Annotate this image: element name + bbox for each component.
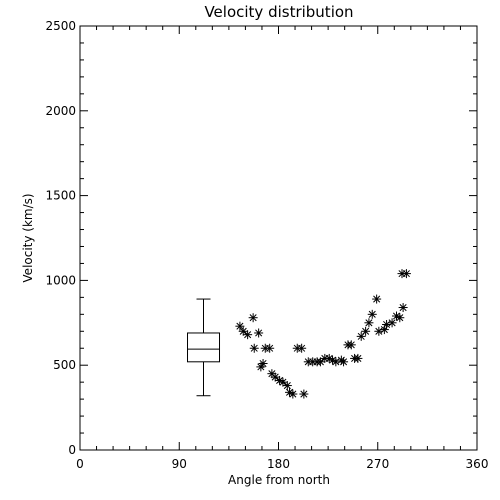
data-point [339,357,349,367]
data-point [367,309,377,319]
x-tick-label: 90 [172,457,187,471]
x-tick-label: 270 [366,457,389,471]
data-point [258,359,268,369]
data-point [353,353,363,363]
data-point [297,343,307,353]
data-point [282,381,292,391]
data-point [364,318,374,328]
x-tick-label: 360 [466,457,489,471]
data-point [372,294,382,304]
y-tick-label: 500 [53,358,76,372]
data-point [315,357,325,367]
data-point [243,330,253,340]
data-point [361,326,371,336]
y-tick-label: 2500 [45,19,76,33]
x-axis-label: Angle from north [228,473,330,487]
y-axis-label: Velocity (km/s) [21,193,35,282]
plot-frame [79,25,478,451]
data-point [235,321,245,331]
data-point [254,328,264,338]
data-point [265,343,275,353]
x-tick-label: 0 [76,457,84,471]
tick-labels: 0 90 180 270 360 0 500 1000 1500 2000 2500 [45,19,488,471]
y-tick-label: 2000 [45,104,76,118]
data-point [398,303,408,313]
y-tick-label: 1000 [45,273,76,287]
y-tick-label: 0 [68,443,76,457]
data-point [395,313,405,323]
chart-title: Velocity distribution [204,3,353,21]
data-point [288,389,298,399]
data-point [401,269,411,279]
data-point [249,343,259,353]
box-plot [187,298,221,397]
data-point [387,318,397,328]
axis-ticks [79,25,478,451]
box-iqr [187,332,221,363]
x-tick-label: 180 [267,457,290,471]
data-point [299,389,309,399]
data-point [346,340,356,350]
data-points [235,269,411,399]
y-tick-label: 1500 [45,189,76,203]
data-point [248,313,258,323]
